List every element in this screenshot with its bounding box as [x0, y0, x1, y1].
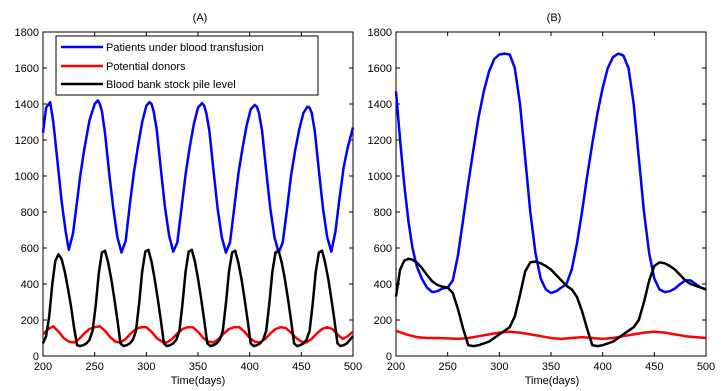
panel-a-legend: Patients under blood transfusion Potenti…: [55, 35, 319, 96]
panel-b-x-tick-label: 400: [593, 361, 611, 373]
panel-a-y-tick-label: 200: [21, 315, 39, 327]
panel-a-x-axis-label: Time(days): [171, 375, 226, 387]
panel-a-y-tick-label: 1800: [15, 27, 39, 39]
panel-b-x-tick-label: 450: [645, 361, 663, 373]
panel-b-x-tick-label: 200: [387, 361, 405, 373]
legend-label-stock: Blood bank stock pile level: [106, 79, 236, 91]
panel-b-series-line-stock: [394, 257, 707, 348]
panel-a-x-tick-label: 450: [292, 361, 310, 373]
panel-b-x-tick-label: 300: [490, 361, 508, 373]
panel-a-x-tick-label: 400: [240, 361, 258, 373]
panel-a-y-tick-label: 800: [21, 207, 39, 219]
panel-b-ticks: 200 250 300 350 400 450 5000200400600800100012…: [368, 27, 716, 373]
panel-a-x-tick-label: 500: [344, 361, 362, 373]
panel-b-series: [394, 52, 707, 348]
panel-b-series-line-patients: [394, 52, 707, 295]
panel-a-x-tick-label: 350: [189, 361, 207, 373]
panel-b-y-tick-label: 1000: [368, 171, 392, 183]
panel-b: (B) 200 250 300 350 400 450 500020040060080010…: [368, 12, 716, 387]
panel-b-y-tick-label: 400: [374, 279, 392, 291]
panel-b-y-tick-label: 800: [374, 207, 392, 219]
panel-a-y-tick-label: 1000: [15, 171, 39, 183]
panel-a-y-tick-label: 600: [21, 243, 39, 255]
legend-label-patients: Patients under blood transfusion: [106, 42, 264, 54]
panel-a-y-tick-label: 0: [33, 351, 39, 363]
panel-a-x-tick-label: 200: [34, 361, 52, 373]
panel-a-series-line-patients: [41, 99, 355, 254]
panel-b-y-tick-label: 1800: [368, 27, 392, 39]
panel-b-x-tick-label: 350: [542, 361, 560, 373]
panel-a-x-tick-label: 250: [85, 361, 103, 373]
panel-a: (A) 200 250 300 350 400 450 500020040060080010…: [15, 12, 363, 387]
panel-b-y-tick-label: 0: [386, 351, 392, 363]
panel-b-series-line-donors: [395, 329, 707, 341]
panel-b-y-tick-label: 200: [374, 315, 392, 327]
panel-b-y-tick-label: 600: [374, 243, 392, 255]
legend-label-donors: Potential donors: [106, 61, 186, 73]
panel-a-y-tick-label: 1200: [15, 135, 39, 147]
panel-a-ticks: 200 250 300 350 400 450 5000200400600800100012…: [15, 27, 363, 373]
panel-b-x-tick-label: 500: [697, 361, 715, 373]
panel-a-series-line-stock: [41, 248, 354, 348]
panel-a-y-tick-label: 1400: [15, 99, 39, 111]
panel-a-y-tick-label: 1600: [15, 63, 39, 75]
panel-b-plot-area: [395, 31, 707, 357]
panel-b-y-tick-label: 1200: [368, 135, 392, 147]
panel-b-x-axis-label: Time(days): [525, 375, 580, 387]
panel-b-title: (B): [547, 12, 562, 24]
panel-a-title: (A): [193, 12, 208, 24]
panel-a-series-line-donors: [42, 325, 354, 344]
panel-b-x-tick-label: 250: [438, 361, 456, 373]
panel-a-x-tick-label: 300: [137, 361, 155, 373]
panel-a-y-tick-label: 400: [21, 279, 39, 291]
panel-a-series: [41, 99, 355, 348]
panel-b-y-tick-label: 1600: [368, 63, 392, 75]
panel-b-y-tick-label: 1400: [368, 99, 392, 111]
